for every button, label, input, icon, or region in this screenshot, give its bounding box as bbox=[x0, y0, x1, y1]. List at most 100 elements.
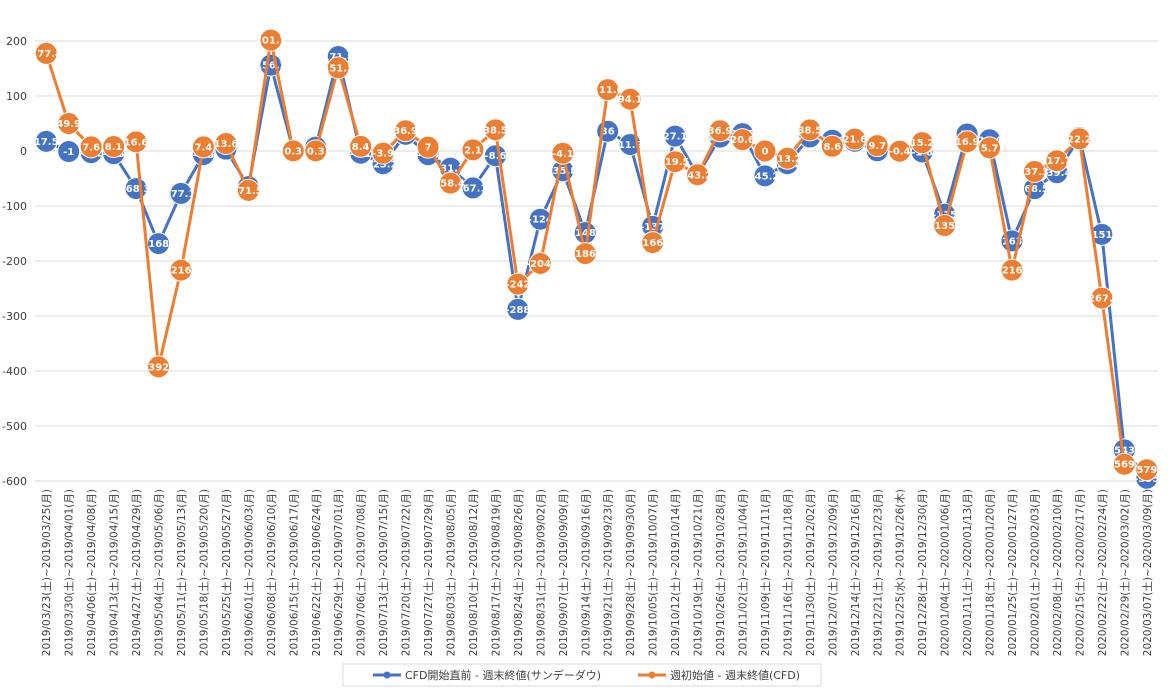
data-point bbox=[124, 130, 148, 154]
data-label: -45.2 bbox=[751, 171, 780, 182]
x-tick-label: 2019/07/06(土)~2019/07/08(月) bbox=[355, 489, 368, 656]
data-label: 8.1 bbox=[105, 142, 123, 153]
x-tick-label: 2020/02/29(土)~2020/03/02(月) bbox=[1118, 489, 1131, 656]
data-label: 94.1 bbox=[618, 95, 643, 106]
x-tick-label: 2019/06/29(土)~2019/07/01(月) bbox=[332, 489, 345, 656]
data-point bbox=[933, 214, 957, 238]
data-label: 27.1 bbox=[663, 132, 688, 143]
data-label: -71.5 bbox=[234, 186, 263, 197]
x-tick-label: 2019/09/14(土)~2019/09/16(月) bbox=[579, 489, 592, 656]
x-tick-label: 2019/05/11(土)~2019/05/13(月) bbox=[175, 489, 188, 656]
legend-box bbox=[342, 663, 822, 687]
y-tick-label: -500 bbox=[2, 420, 27, 433]
x-tick-label: 2019/06/08(土)~2019/06/10(月) bbox=[265, 489, 278, 656]
data-point bbox=[236, 178, 260, 202]
data-label: -186. bbox=[571, 249, 600, 260]
x-tick-label: 2019/12/28(土)~2019/12/30(月) bbox=[916, 489, 929, 656]
x-tick-label: 2019/09/21(土)~2019/09/23(月) bbox=[602, 489, 615, 656]
x-tick-label: 2020/01/11(土)~2020/01/13(月) bbox=[961, 489, 974, 656]
x-tick-label: 2019/11/09(土)~2019/11/11(月) bbox=[759, 489, 772, 656]
data-label: 11.9 bbox=[618, 140, 643, 151]
data-point bbox=[596, 78, 620, 102]
data-label: -137 bbox=[640, 222, 665, 233]
data-label: -288 bbox=[505, 305, 530, 316]
data-label: -124 bbox=[528, 215, 553, 226]
legend-marker-series-1 bbox=[383, 671, 391, 679]
x-tick-label: 2019/11/02(土)~2019/11/04(月) bbox=[736, 489, 749, 656]
x-tick-label: 2019/12/25(水)~2019/12/26(木) bbox=[895, 489, 907, 656]
data-label: -569. bbox=[1110, 460, 1139, 471]
data-point bbox=[753, 164, 777, 188]
data-point bbox=[910, 131, 934, 155]
data-point bbox=[528, 251, 552, 275]
data-label: 2.1 bbox=[464, 145, 482, 156]
data-point bbox=[551, 141, 575, 165]
data-label: -35.8 bbox=[548, 166, 577, 177]
data-label: -37.3 bbox=[1020, 167, 1049, 178]
x-tick-label: 2020/02/08(土)~2020/02/10(月) bbox=[1051, 489, 1064, 656]
data-point bbox=[955, 130, 979, 154]
data-label: 7.6 bbox=[82, 142, 100, 153]
x-tick-label: 2019/08/03(土)~2019/08/05(月) bbox=[445, 489, 458, 656]
data-point bbox=[394, 119, 418, 143]
y-tick-label: 100 bbox=[6, 90, 27, 103]
x-tick-label: 2019/12/21(土)~2019/12/23(月) bbox=[871, 489, 884, 656]
data-point bbox=[1045, 149, 1069, 173]
data-point bbox=[686, 163, 710, 187]
data-label: -392. bbox=[144, 362, 173, 373]
data-point bbox=[57, 140, 81, 164]
data-point bbox=[371, 141, 395, 165]
x-tick-label: 2019/08/17(土)~2019/08/19(月) bbox=[489, 489, 502, 656]
x-tick-label: 2020/02/15(土)~2020/02/17(月) bbox=[1073, 489, 1086, 656]
x-tick-label: 2019/12/07(土)~2019/12/09(月) bbox=[826, 489, 839, 656]
x-tick-label: 2019/03/30(土)~2019/04/01(月) bbox=[63, 489, 76, 656]
data-label: 156.2 bbox=[255, 61, 287, 72]
series-2: 177.4 49.9 7.6 8.1 16.6 -392. -216. 7.4 13.6 -71.… bbox=[30, 28, 1161, 482]
data-label: 111.6 bbox=[592, 85, 624, 96]
x-tick-label: 2019/10/05(土)~2019/10/07(月) bbox=[647, 489, 660, 656]
data-point bbox=[506, 272, 530, 296]
data-label: -39.4 bbox=[1043, 168, 1072, 179]
x-tick-label: 2019/08/31(土)~2019/09/02(月) bbox=[534, 489, 547, 656]
data-point bbox=[102, 135, 126, 159]
x-tick-label: 2019/10/12(土)~2019/10/14(月) bbox=[669, 489, 682, 656]
data-point bbox=[214, 132, 238, 156]
x-tick-label: 2019/09/07(土)~2019/09/09(月) bbox=[557, 489, 570, 656]
data-label: 15.2 bbox=[910, 138, 935, 149]
data-point bbox=[888, 139, 912, 163]
legend: CFD開始直前 - 週末終値(サンデーダウ) 週初始値 - 週末終値(CFD) bbox=[342, 663, 822, 687]
x-tick-label: 2020/02/01(土)~2020/02/03(月) bbox=[1028, 489, 1041, 656]
data-point bbox=[483, 118, 507, 142]
x-tick-label: 2019/03/23(土)~2019/03/25(月) bbox=[40, 489, 53, 656]
data-point bbox=[349, 134, 373, 158]
y-tick-label: -400 bbox=[2, 365, 27, 378]
data-label: 38.5 bbox=[798, 125, 823, 136]
x-tick-label: 2019/10/19(土)~2019/10/21(月) bbox=[692, 489, 705, 656]
data-label: 36.9 bbox=[393, 126, 418, 137]
y-tick-label: -100 bbox=[2, 200, 27, 213]
legend-label-series-2: 週初始値 - 週末終値(CFD) bbox=[670, 668, 800, 682]
data-point bbox=[259, 28, 283, 52]
data-label: -151. bbox=[1087, 230, 1116, 241]
data-point bbox=[416, 135, 440, 159]
data-label: -8.6 bbox=[484, 151, 506, 162]
data-point bbox=[978, 136, 1002, 160]
data-label: -68.5 bbox=[1020, 184, 1049, 195]
data-label: 22.2 bbox=[1067, 134, 1092, 145]
data-point bbox=[34, 129, 58, 153]
x-tick-label: 2019/07/13(土)~2019/07/15(月) bbox=[377, 489, 390, 656]
x-tick-label: 2019/05/18(土)~2019/05/20(月) bbox=[197, 489, 210, 656]
data-label: -58.4 bbox=[436, 179, 465, 190]
x-tick-label: 2019/05/25(土)~2019/05/27(月) bbox=[220, 489, 233, 656]
x-tick-label: 2019/05/04(土)~2019/05/06(月) bbox=[153, 489, 166, 656]
data-label: 49.9 bbox=[56, 119, 81, 130]
data-point bbox=[1022, 160, 1046, 184]
x-tick-label: 2020/02/22(土)~2020/02/24(月) bbox=[1096, 489, 1109, 656]
data-point bbox=[147, 355, 171, 379]
x-tick-label: 2019/11/30(土)~2019/12/02(月) bbox=[804, 489, 817, 656]
data-point bbox=[506, 297, 530, 321]
data-label: 0.3 bbox=[307, 146, 325, 157]
x-tick-label: 2020/01/18(土)~2020/01/20(月) bbox=[984, 489, 997, 656]
x-tick-label: 2019/12/14(土)~2019/12/16(月) bbox=[849, 489, 862, 656]
